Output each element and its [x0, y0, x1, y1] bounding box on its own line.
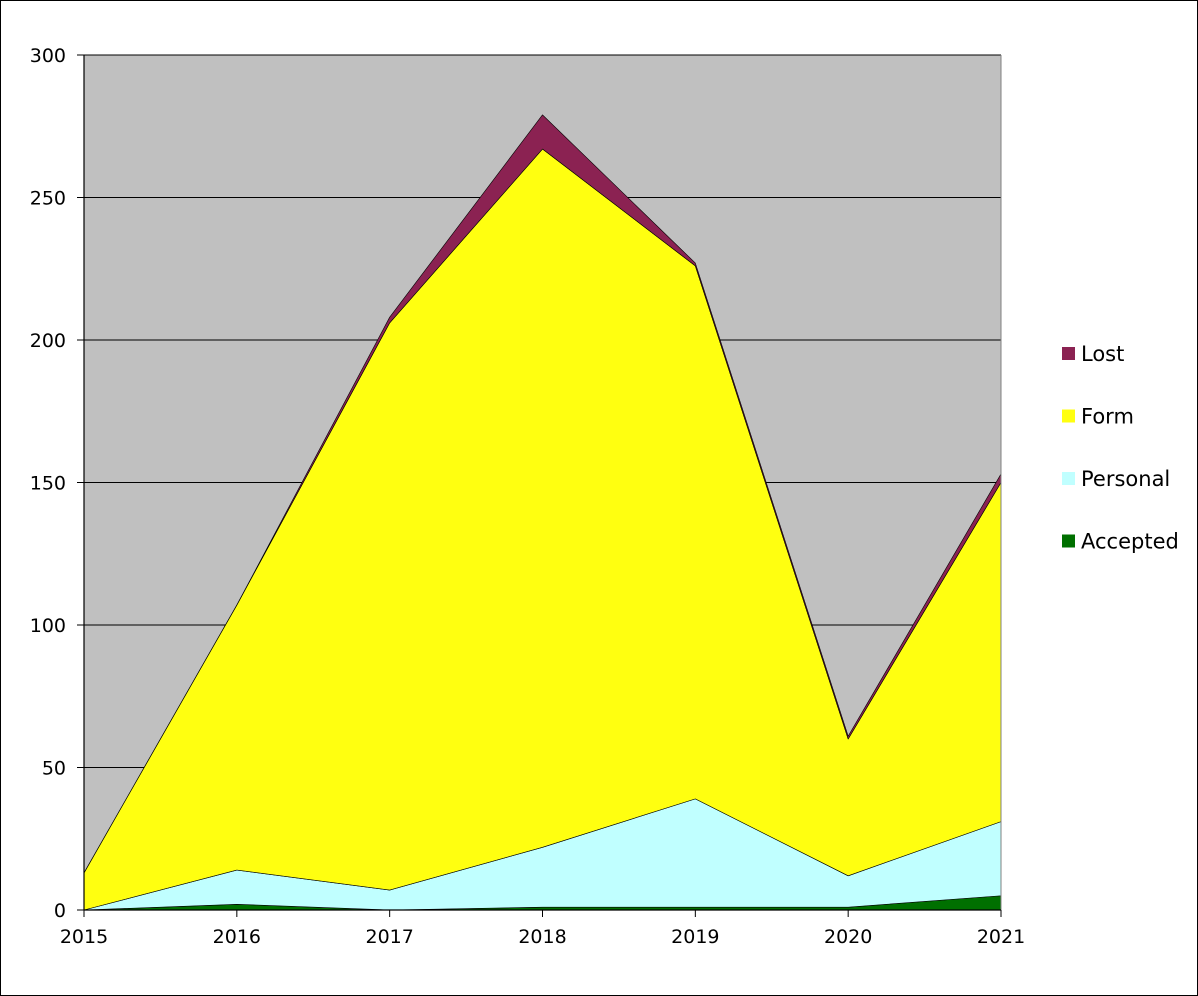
legend-label-accepted: Accepted: [1081, 530, 1179, 554]
y-tick-label-300: 300: [30, 45, 66, 67]
y-tick-label-0: 0: [54, 900, 66, 922]
legend-label-form: Form: [1081, 405, 1134, 429]
legend-swatch-personal: [1062, 472, 1075, 485]
y-tick-label-200: 200: [30, 330, 66, 352]
legend-label-personal: Personal: [1081, 467, 1170, 491]
y-tick-label-150: 150: [30, 473, 66, 495]
y-tick-label-50: 50: [42, 758, 66, 780]
axes: 0 50 100 150 200 250 300 2015 2016 2017 2018 2019 20…: [30, 45, 1025, 948]
x-tick-label-2018: 2018: [518, 926, 566, 948]
legend-swatch-form: [1062, 409, 1075, 423]
legend: Lost Form Personal Accepted: [1062, 342, 1179, 554]
legend-label-lost: Lost: [1081, 342, 1124, 366]
legend-swatch-accepted: [1062, 534, 1075, 548]
x-tick-label-2021: 2021: [977, 926, 1025, 948]
x-tick-label-2016: 2016: [213, 926, 261, 948]
x-tick-label-2019: 2019: [671, 926, 719, 948]
x-tick-label-2020: 2020: [824, 926, 872, 948]
legend-swatch-lost: [1062, 347, 1075, 360]
y-tick-label-100: 100: [30, 615, 66, 637]
x-tick-label-2017: 2017: [365, 926, 413, 948]
plot-area: [83, 54, 1002, 911]
y-tick-label-250: 250: [30, 188, 66, 210]
x-tick-label-2015: 2015: [60, 926, 108, 948]
